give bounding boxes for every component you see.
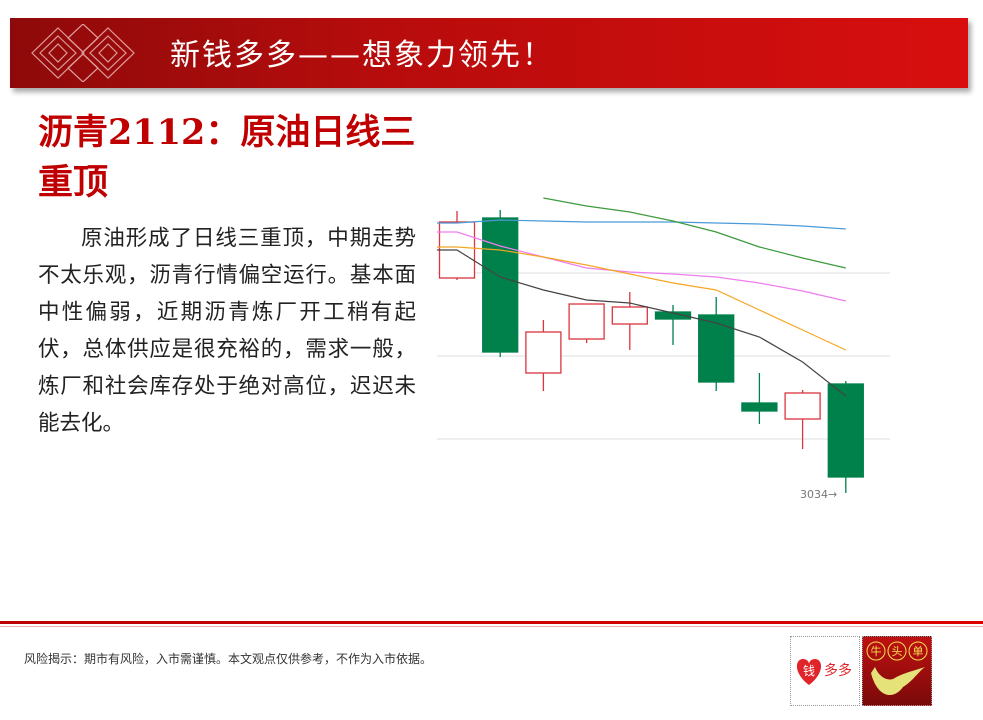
moving-average-line	[437, 249, 847, 397]
header-banner: 新钱多多——想象力领先！	[10, 18, 968, 88]
page-title: 沥青2112：原油日线三重顶	[38, 112, 416, 203]
svg-text:多多: 多多	[824, 662, 852, 679]
body-paragraph: 原油形成了日线三重顶，中期走势不太乐观，沥青行情偏空运行。基本面中性偏弱，近期沥…	[38, 226, 416, 436]
footer-divider-thin	[0, 626, 983, 627]
candle-up	[784, 392, 821, 420]
svg-text:钱: 钱	[803, 663, 815, 678]
qianduoduo-logo: 钱 多多	[790, 636, 860, 706]
risk-disclaimer: 风险揭示：期市有风险，入市需谨慎。本文观点仅供参考，不作为入市依据。	[24, 652, 433, 666]
niutoudan-logo: 牛 头 单	[862, 636, 932, 706]
footer-divider	[0, 621, 983, 624]
low-price-label: 3034→	[800, 488, 837, 501]
candle-down	[654, 311, 692, 320]
banner-title: 新钱多多——想象力领先！	[170, 38, 554, 73]
candle-down	[698, 314, 735, 383]
candle-up	[568, 303, 605, 340]
moving-average-line	[543, 197, 846, 269]
candle-down	[741, 402, 778, 412]
moving-average-line	[437, 231, 846, 302]
candle-down	[482, 217, 519, 353]
candle-up	[525, 331, 562, 374]
svg-text:牛: 牛	[871, 644, 882, 658]
candlestick-chart: 3034→	[437, 197, 890, 501]
bull-head-icon: 牛 头 单	[866, 641, 928, 696]
moving-average-line	[437, 246, 847, 351]
svg-text:单: 单	[913, 645, 924, 658]
candle-down	[827, 383, 864, 478]
lattice-logo-icon	[31, 24, 135, 82]
heart-icon: 钱 多多	[796, 659, 852, 685]
moving-average-line	[437, 219, 846, 230]
candle-up	[611, 306, 648, 325]
svg-text:头: 头	[892, 645, 903, 658]
